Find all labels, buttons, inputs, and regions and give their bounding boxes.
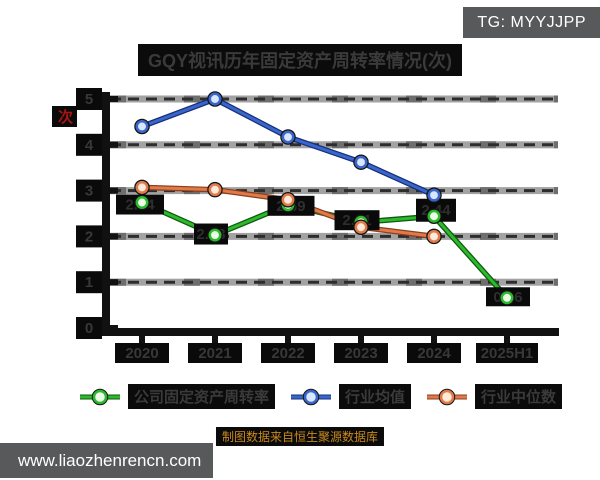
x-tick [504, 336, 510, 345]
data-point-ring [134, 118, 150, 135]
data-point [208, 183, 222, 197]
y-tick-label: 4 [85, 137, 94, 154]
x-tick-label: 2023 [344, 345, 377, 362]
legend-label: 行业中位数 [475, 384, 563, 409]
legend-item-industry-median: 行业中位数 [425, 384, 563, 409]
data-source-caption: 制图数据来自恒生聚源数据库 [215, 427, 385, 446]
data-point [208, 228, 222, 242]
data-point-ring [207, 181, 223, 198]
data-point-ring [207, 227, 223, 243]
tg-badge: TG: MYYJJPP [463, 7, 600, 38]
x-tick-label: 2022 [271, 345, 304, 362]
line-marker-icon [291, 388, 332, 405]
data-point-ring [280, 192, 296, 208]
data-point [135, 196, 149, 209]
x-tick-label-box [476, 343, 538, 363]
data-point [135, 180, 149, 194]
x-tick-label-box [407, 343, 461, 363]
data-point [427, 188, 441, 202]
data-point-ring [134, 179, 150, 196]
x-tick-label: 2021 [198, 345, 231, 362]
legend: 公司固定资产周转率 行业均值 行业中位数 [78, 384, 563, 409]
x-tick [139, 336, 145, 345]
data-point-ring [353, 154, 369, 170]
chart-title: GQY视讯历年固定资产周转率情况(次) [138, 44, 462, 76]
data-point-ring [426, 187, 442, 203]
data-point [500, 291, 514, 305]
y-tick-label-box [76, 225, 102, 248]
data-point [427, 209, 441, 223]
y-tick-label: 0 [85, 320, 93, 337]
data-point-ring [207, 91, 223, 107]
y-tick-label: 1 [85, 274, 93, 291]
watermark: www.liaozhenrencn.com [0, 443, 213, 478]
x-tick-label-box [188, 343, 242, 363]
x-tick [212, 336, 218, 345]
line-marker-icon [80, 388, 120, 405]
y-tick-label-box [76, 133, 102, 156]
data-point [281, 193, 295, 207]
data-point-ring [353, 219, 369, 235]
x-tick [358, 336, 364, 345]
y-tick-label: 2 [85, 228, 93, 245]
y-axis-spine [102, 92, 110, 336]
data-point-ring [499, 290, 515, 306]
data-point-ring [426, 228, 442, 245]
y-tick-label-box [76, 317, 102, 339]
data-point [135, 120, 149, 133]
y-axis-unit-label: 次 [52, 106, 77, 127]
x-tick-label: 2025H1 [481, 345, 534, 362]
y-tick-label-box [76, 88, 102, 110]
legend-label: 公司固定资产周转率 [128, 384, 276, 409]
legend-item-company: 公司固定资产周转率 [78, 384, 276, 409]
data-point [354, 155, 368, 169]
data-point [208, 92, 222, 106]
data-point-ring [134, 194, 150, 211]
y-tick-label-box [76, 271, 102, 294]
x-axis-spine [102, 328, 559, 336]
data-point [427, 229, 441, 243]
data-point-ring [426, 208, 442, 224]
line-marker-icon [427, 388, 468, 405]
x-tick-label-box [115, 343, 169, 363]
x-tick-label: 2020 [125, 345, 158, 362]
y-tick-label: 3 [85, 183, 93, 200]
legend-label: 行业均值 [339, 384, 412, 409]
x-tick-label: 2024 [417, 345, 451, 362]
x-tick-label-box [334, 343, 388, 363]
x-tick-label-box [261, 343, 315, 363]
data-point [281, 130, 295, 144]
legend-item-industry-mean: 行业均值 [289, 384, 412, 409]
y-tick-label-box [76, 179, 102, 202]
data-point-ring [280, 129, 296, 145]
data-point [354, 220, 368, 234]
y-tick-label: 5 [85, 91, 93, 108]
x-tick [431, 336, 437, 345]
x-tick [285, 336, 291, 345]
